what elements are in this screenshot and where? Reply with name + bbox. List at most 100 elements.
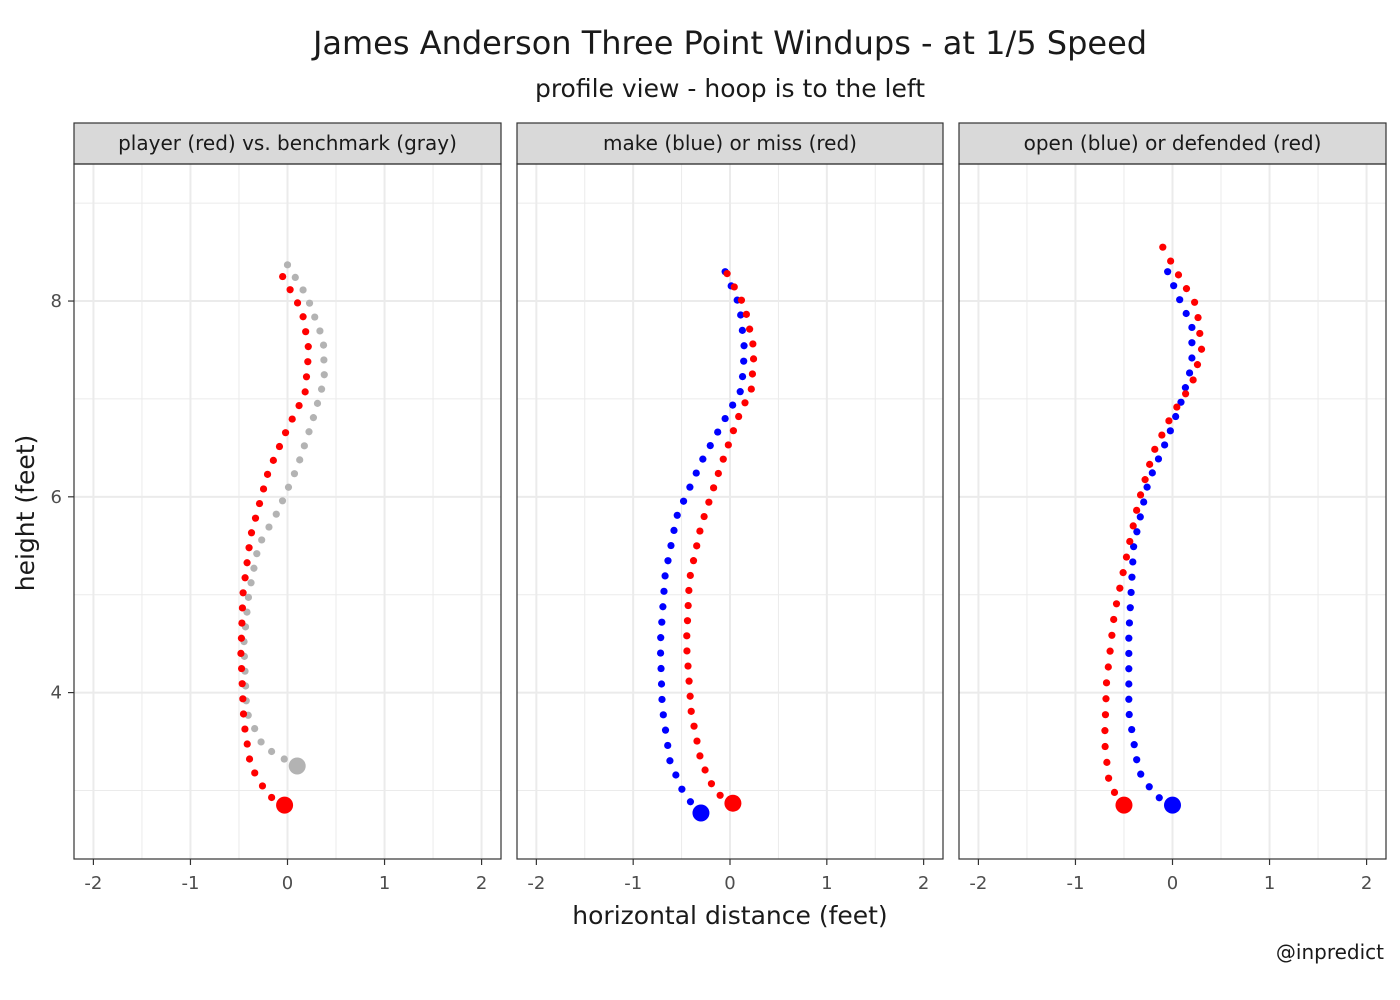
trajectory-point [686,692,694,700]
trajectory-point [283,261,292,269]
trajectory-point [686,798,695,806]
trajectory-point [243,740,251,748]
trajectory-point [673,511,681,519]
trajectory-point [1128,725,1136,734]
trajectory-point [723,270,731,278]
trajectory-point [736,388,744,396]
trajectory-point [1145,783,1153,791]
trajectory-point [699,455,707,463]
trajectory-point [259,485,268,493]
trajectory-point [245,755,254,763]
start-point [276,796,294,814]
trajectory-point [1161,441,1169,449]
trajectory-point [238,680,246,688]
trajectory-point [1182,390,1190,398]
trajectory-point [735,412,743,421]
trajectory-point [657,634,665,642]
trajectory-point [749,355,758,363]
facet-strip-label: open (blue) or defended (red) [1024,131,1322,155]
trajectory-point [661,726,670,734]
trajectory-point [1101,727,1109,735]
trajectory-point [258,536,266,544]
trajectory-point [295,402,303,410]
x-tick-label: 2 [476,873,487,894]
x-tick-label: -1 [181,873,199,894]
trajectory-point [1133,756,1141,764]
trajectory-point [657,664,665,673]
trajectory-point [247,529,256,537]
trajectory-point [1129,522,1137,530]
trajectory-point [316,327,324,335]
trajectory-point [284,483,293,491]
trajectory-point [1101,711,1110,719]
trajectory-point [1173,403,1181,411]
start-point [1115,796,1133,814]
trajectory-point [683,617,692,625]
trajectory-point [281,429,290,437]
trajectory-point [1136,513,1144,521]
start-point [288,757,306,775]
trajectory-point [1193,361,1202,369]
trajectory-point [1177,398,1185,406]
trajectory-point [740,342,748,350]
trajectory-point [709,484,718,492]
trajectory-point [296,456,304,464]
trajectory-point [716,791,724,799]
trajectory-point [320,356,328,364]
trajectory-point [1170,282,1178,290]
x-tick-label: -2 [84,873,102,894]
trajectory-point [304,358,312,366]
trajectory-point [279,272,287,281]
trajectory-point [742,310,750,318]
credit-label: @inpredict [1275,940,1384,964]
trajectory-point [1166,427,1174,435]
x-tick-label: 2 [918,873,929,894]
trajectory-point [304,343,312,351]
trajectory-point [729,401,737,409]
x-tick-label: 0 [1167,873,1178,894]
trajectory-point [738,326,746,334]
x-tick-label: -1 [624,873,642,894]
trajectory-point [302,373,311,381]
trajectory-point [737,296,746,304]
trajectory-point [658,618,666,626]
trajectory-point [700,512,708,521]
trajectory-point [1125,634,1133,642]
trajectory-point [305,428,313,436]
trajectory-point [302,328,310,336]
trajectory-point [243,608,251,616]
trajectory-point [245,544,253,552]
trajectory-point [1182,285,1191,293]
trajectory-point [692,469,700,477]
trajectory-point [685,586,693,595]
trajectory-point [268,793,276,802]
trajectory-point [1129,558,1137,566]
trajectory-point [721,414,729,423]
trajectory-point [664,741,672,750]
trajectory-point [1188,339,1196,347]
trajectory-point [250,564,258,572]
trajectory-point [1140,498,1148,506]
trajectory-point [693,737,701,745]
trajectory-point [1146,460,1154,468]
trajectory-point [251,725,259,733]
trajectory-point [258,782,267,790]
trajectory-point [1105,774,1113,782]
trajectory-point [1181,384,1190,392]
chart-subtitle: profile view - hoop is to the left [534,74,926,103]
y-axis-title: height (feet) [11,435,40,592]
trajectory-point [263,470,272,478]
trajectory-point [237,634,246,642]
trajectory-point [1125,665,1133,673]
trajectory-point [683,647,691,655]
trajectory-point [1102,679,1111,687]
trajectory-point [749,340,757,348]
trajectory-point [1143,483,1151,491]
trajectory-point [1103,758,1111,766]
trajectory-point [267,747,276,756]
trajectory-point [291,273,299,281]
trajectory-point [690,722,698,730]
trajectory-point [1130,543,1138,551]
trajectory-point [705,498,713,506]
trajectory-point [1191,298,1199,306]
